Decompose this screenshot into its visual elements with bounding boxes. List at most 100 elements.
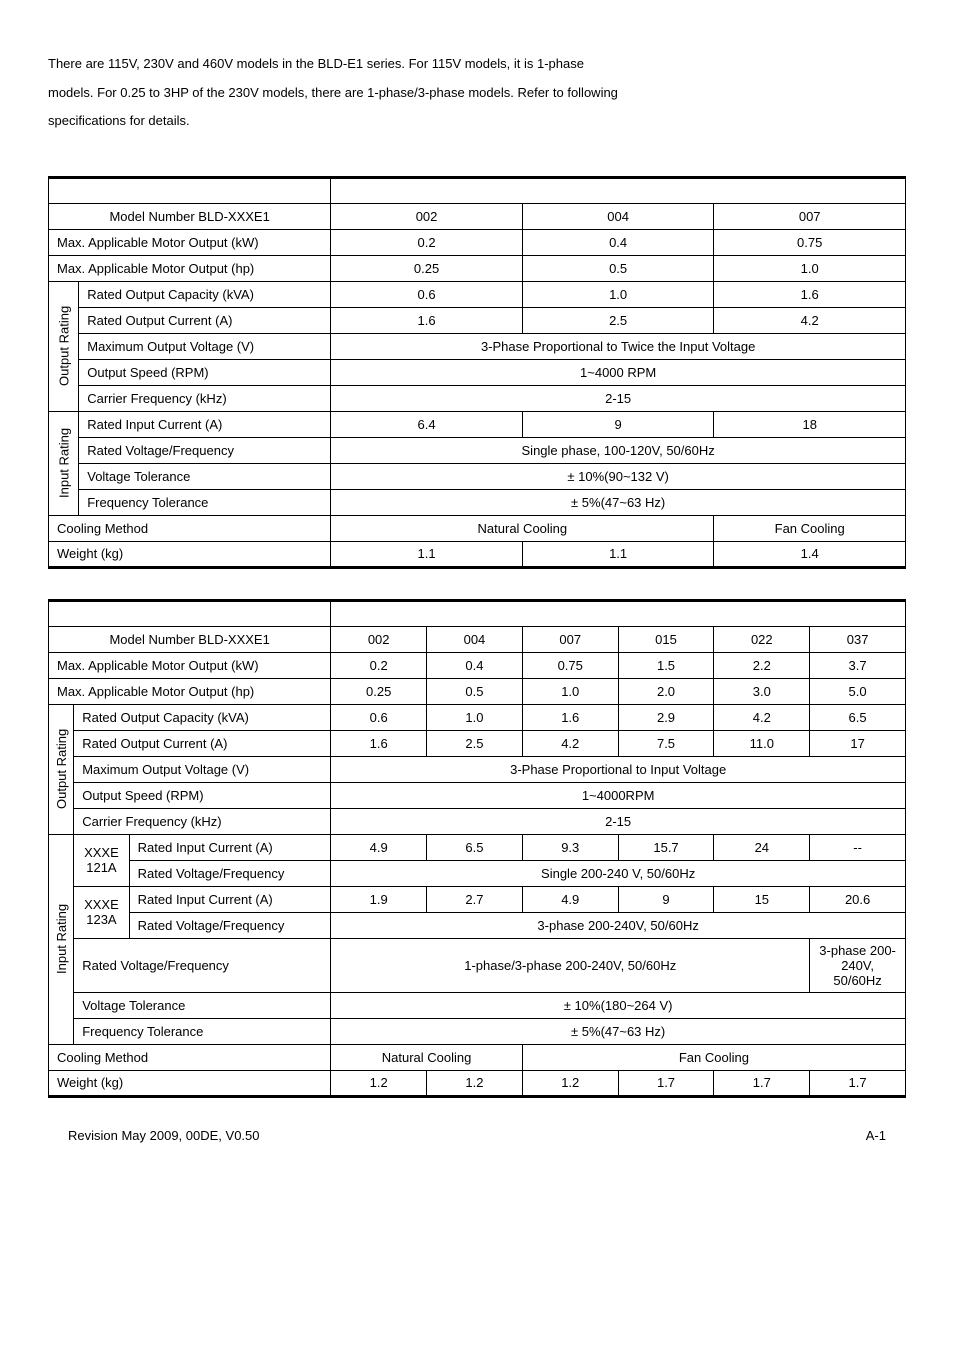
cell: 1~4000RPM: [331, 782, 906, 808]
cell: ± 5%(47~63 Hz): [331, 1018, 906, 1044]
row-label: Voltage Tolerance: [74, 992, 331, 1018]
cell: 24: [714, 834, 810, 860]
cell: 3.7: [810, 652, 906, 678]
row-label: Output Speed (RPM): [74, 782, 331, 808]
cell: Fan Cooling: [714, 515, 906, 541]
subgroup: XXXE 123A: [74, 886, 129, 938]
cell: 1.6: [714, 281, 906, 307]
group-output: Output Rating: [49, 704, 74, 834]
row-label: Rated Output Current (A): [79, 307, 331, 333]
page-footer: Revision May 2009, 00DE, V0.50 A-1: [48, 1128, 906, 1143]
row-label: Carrier Frequency (kHz): [79, 385, 331, 411]
cell: 2.9: [618, 704, 714, 730]
cell: 9.3: [522, 834, 618, 860]
row-label: Rated Voltage/Frequency: [74, 938, 331, 992]
cell: 2-15: [331, 808, 906, 834]
cell: 2.0: [618, 678, 714, 704]
cell: 9: [522, 411, 714, 437]
cell: 0.6: [331, 704, 427, 730]
footer-revision: Revision May 2009, 00DE, V0.50: [68, 1128, 260, 1143]
row-label: Voltage Tolerance: [79, 463, 331, 489]
cell: Single 200-240 V, 50/60Hz: [331, 860, 906, 886]
cell: 0.2: [331, 652, 427, 678]
cell: 0.25: [331, 255, 523, 281]
row-label: Max. Applicable Motor Output (hp): [49, 678, 331, 704]
row-label: Frequency Tolerance: [79, 489, 331, 515]
row-label: Maximum Output Voltage (V): [74, 756, 331, 782]
cell: 7.5: [618, 730, 714, 756]
cell: 0.5: [427, 678, 523, 704]
row-label: Carrier Frequency (kHz): [74, 808, 331, 834]
cell: 4.2: [714, 307, 906, 333]
subgroup: XXXE 121A: [74, 834, 129, 886]
cell: Fan Cooling: [522, 1044, 905, 1070]
cell: 1.4: [714, 541, 906, 567]
row-label: Max. Applicable Motor Output (kW): [49, 652, 331, 678]
cell: 004: [522, 203, 714, 229]
cell: 3-Phase Proportional to Input Voltage: [331, 756, 906, 782]
row-label: Max. Applicable Motor Output (hp): [49, 255, 331, 281]
cell: ± 5%(47~63 Hz): [331, 489, 906, 515]
row-label: Cooling Method: [49, 1044, 331, 1070]
cell: 3.0: [714, 678, 810, 704]
row-label: Rated Voltage/Frequency: [129, 860, 331, 886]
row-label: Output Speed (RPM): [79, 359, 331, 385]
row-label: Rated Voltage/Frequency: [79, 437, 331, 463]
cell: 2.2: [714, 652, 810, 678]
row-label: Rated Input Current (A): [79, 411, 331, 437]
cell: 1.1: [331, 541, 523, 567]
row-label: Weight (kg): [49, 1070, 331, 1096]
cell: 1.0: [522, 678, 618, 704]
intro-line: specifications for details.: [48, 107, 906, 136]
cell: 1-phase/3-phase 200-240V, 50/60Hz: [331, 938, 810, 992]
cell: 1.0: [714, 255, 906, 281]
cell: 3-phase 200-240V, 50/60Hz: [331, 912, 906, 938]
cell: 0.25: [331, 678, 427, 704]
cell: 1.2: [427, 1070, 523, 1096]
intro-line: models. For 0.25 to 3HP of the 230V mode…: [48, 79, 906, 108]
cell: 0.6: [331, 281, 523, 307]
cell: 5.0: [810, 678, 906, 704]
cell: 2.5: [427, 730, 523, 756]
cell: 15: [714, 886, 810, 912]
row-label: Rated Voltage/Frequency: [129, 912, 331, 938]
cell: 1.6: [522, 704, 618, 730]
row-label: Model Number BLD-XXXE1: [49, 626, 331, 652]
cell: 4.9: [522, 886, 618, 912]
cell: 1.9: [331, 886, 427, 912]
row-label: Rated Input Current (A): [129, 886, 331, 912]
group-input: Input Rating: [49, 411, 79, 515]
cell: 1.5: [618, 652, 714, 678]
row-label: Weight (kg): [49, 541, 331, 567]
cell: 0.2: [331, 229, 523, 255]
cell: Natural Cooling: [331, 515, 714, 541]
intro-text: There are 115V, 230V and 460V models in …: [48, 50, 906, 136]
cell: 0.4: [427, 652, 523, 678]
cell: 4.9: [331, 834, 427, 860]
cell: 1.1: [522, 541, 714, 567]
cell: 11.0: [714, 730, 810, 756]
cell: 007: [522, 626, 618, 652]
cell: 1.0: [522, 281, 714, 307]
group-output: Output Rating: [49, 281, 79, 411]
cell: 1.2: [522, 1070, 618, 1096]
cell: 1.0: [427, 704, 523, 730]
cell: 037: [810, 626, 906, 652]
cell: ± 10%(180~264 V): [331, 992, 906, 1018]
cell: 002: [331, 626, 427, 652]
cell: 4.2: [714, 704, 810, 730]
cell: 15.7: [618, 834, 714, 860]
cell: 1.7: [618, 1070, 714, 1096]
spec-table-1: Model Number BLD-XXXE1 002 004 007 Max. …: [48, 176, 906, 569]
cell: 20.6: [810, 886, 906, 912]
cell: 1.6: [331, 307, 523, 333]
cell: 0.75: [522, 652, 618, 678]
cell: 18: [714, 411, 906, 437]
cell: ± 10%(90~132 V): [331, 463, 906, 489]
cell: Single phase, 100-120V, 50/60Hz: [331, 437, 906, 463]
row-label: Rated Output Current (A): [74, 730, 331, 756]
cell: 6.4: [331, 411, 523, 437]
cell: 6.5: [427, 834, 523, 860]
group-input: Input Rating: [49, 834, 74, 1044]
cell: 1~4000 RPM: [331, 359, 906, 385]
